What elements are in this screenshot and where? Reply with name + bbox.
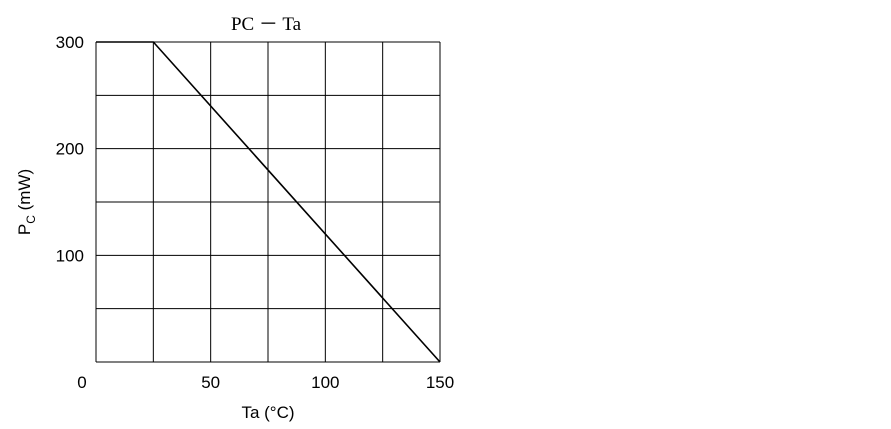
y-tick-label-1: 200 xyxy=(56,140,84,159)
origin-label: 0 xyxy=(77,373,86,392)
chart-title: PC － Ta xyxy=(231,14,302,35)
y-axis-label-sub: C xyxy=(24,215,38,224)
x-tick-label-1: 100 xyxy=(311,373,339,392)
series-line-0 xyxy=(96,41,441,363)
x-tick-label-2: 150 xyxy=(426,373,454,392)
x-axis-label: Ta (°C) xyxy=(241,403,294,422)
y-axis-label-main: P xyxy=(15,224,34,235)
y-axis-label: PC (mW) xyxy=(15,169,38,235)
y-tick-labels: 100 200 300 xyxy=(56,33,84,265)
grid xyxy=(95,41,441,363)
x-tick-label-0: 50 xyxy=(201,373,220,392)
y-axis-label-unit: (mW) xyxy=(15,169,34,215)
y-tick-label-0: 100 xyxy=(56,246,84,265)
y-tick-label-2: 300 xyxy=(56,33,84,52)
series-layer xyxy=(96,41,441,363)
x-tick-labels: 50 100 150 xyxy=(201,373,454,392)
